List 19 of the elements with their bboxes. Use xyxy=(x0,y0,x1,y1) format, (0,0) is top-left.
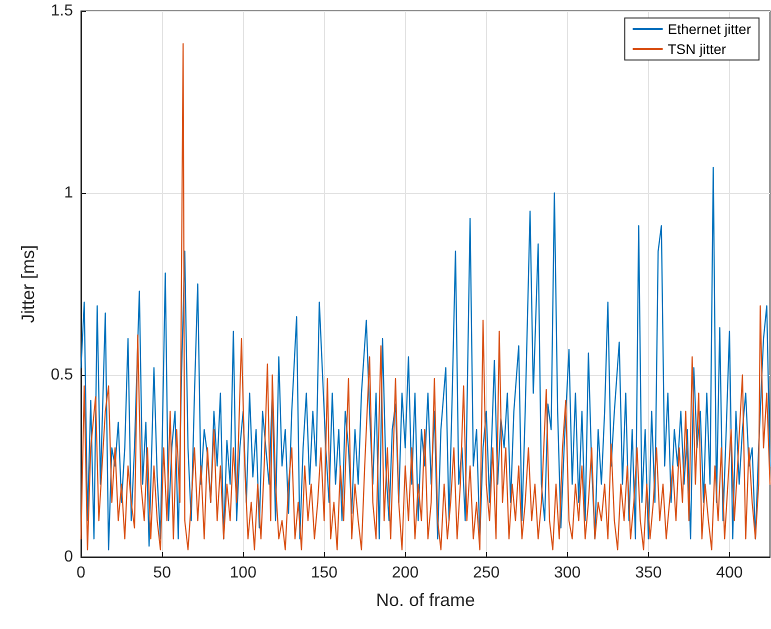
y-tick-label: 0 xyxy=(64,548,74,566)
x-tick-label: 300 xyxy=(554,564,581,582)
x-axis-title: No. of frame xyxy=(376,590,476,610)
x-tick-label: 250 xyxy=(472,564,500,582)
x-tick-label: 100 xyxy=(230,564,257,582)
y-axis-title: Jitter [ms] xyxy=(18,244,38,324)
x-tick-label: 0 xyxy=(76,564,86,582)
y-tick-label: 0.5 xyxy=(50,366,74,384)
x-tick-label: 50 xyxy=(153,564,172,582)
y-tick-label: 1 xyxy=(64,184,74,202)
x-tick-label: 400 xyxy=(716,564,743,582)
legend-label: Ethernet jitter xyxy=(668,21,752,37)
x-tick-label: 350 xyxy=(635,564,662,582)
x-tick-label: 200 xyxy=(392,564,419,582)
line-series xyxy=(80,166,771,550)
y-tick-label: 1.5 xyxy=(50,2,74,20)
line-series xyxy=(80,43,771,550)
legend-label: TSN jitter xyxy=(668,41,726,57)
x-tick-label: 150 xyxy=(310,564,338,582)
